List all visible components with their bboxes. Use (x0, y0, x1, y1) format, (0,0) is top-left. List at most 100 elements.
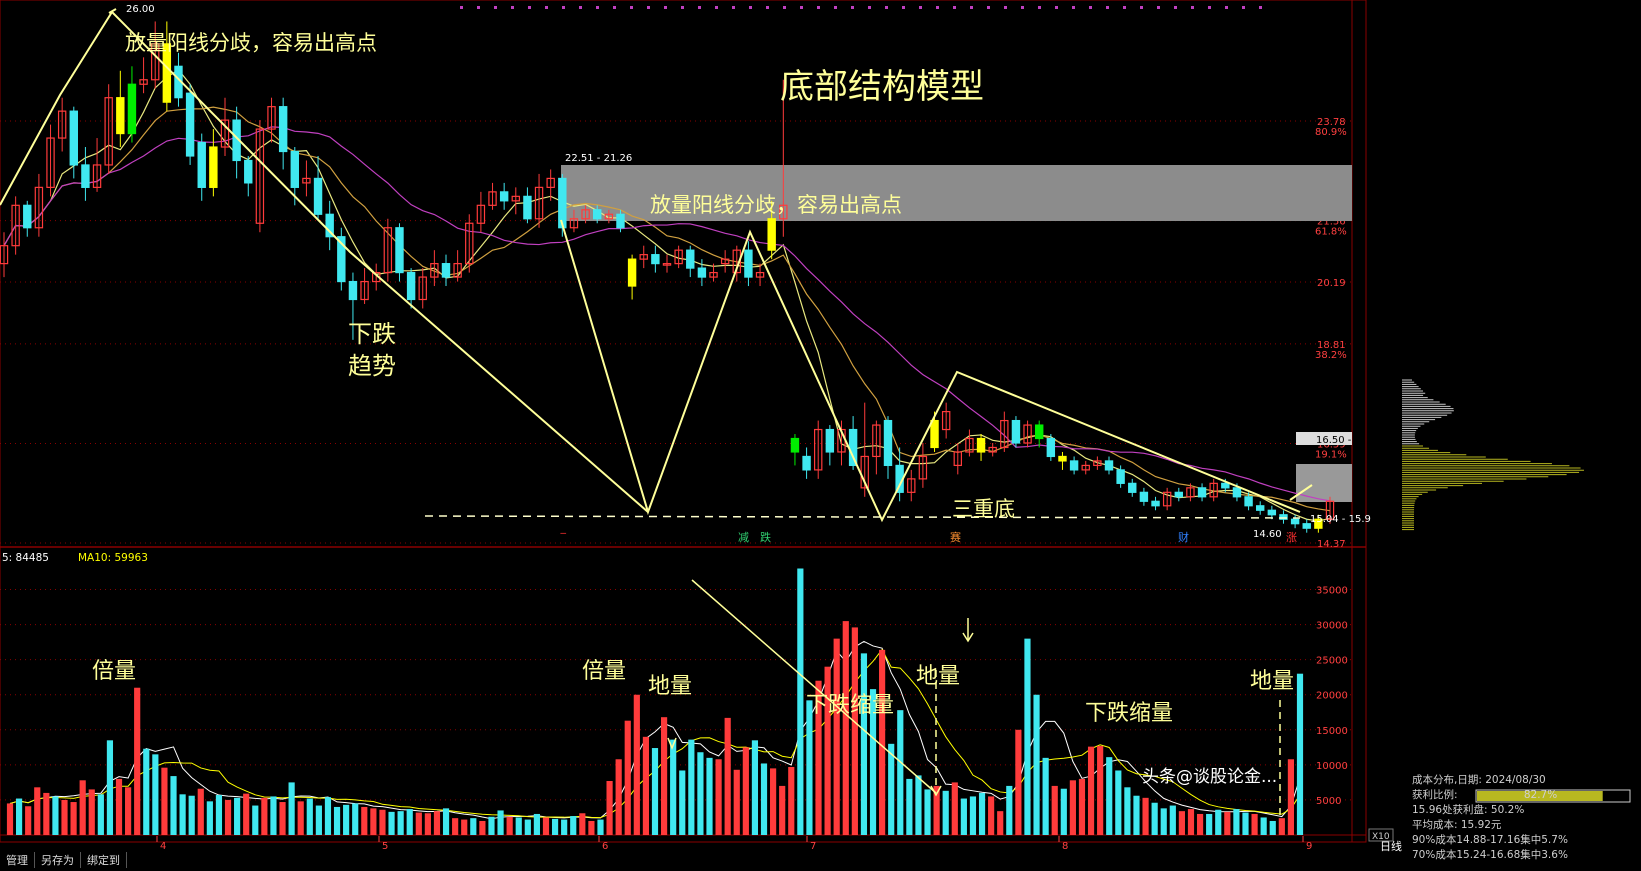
top-dot-marker (1191, 6, 1194, 9)
chip-distribution (1402, 379, 1584, 531)
volume-bar (224, 799, 232, 835)
volume-bar (542, 817, 550, 835)
manage-button[interactable]: 管理 (0, 852, 35, 868)
candle-body (988, 446, 997, 453)
candle-body (34, 186, 44, 229)
time-tick-label: 7 (810, 841, 816, 852)
save-as-button[interactable]: 另存为 (35, 852, 81, 868)
volume-bar (797, 568, 804, 835)
top-dot-marker (562, 6, 565, 9)
volume-bar (1142, 797, 1149, 835)
candle-body (244, 159, 253, 184)
candle-body (162, 43, 172, 103)
chip-info-avg-cost: 平均成本: 15.92元 (1412, 819, 1502, 831)
candle-body (1244, 496, 1253, 507)
top-dot-marker (817, 6, 820, 9)
event-marker[interactable]: ̅ (560, 533, 567, 534)
event-marker[interactable]: 财 (1178, 530, 1189, 544)
volume-bar (279, 802, 286, 835)
volume-bar (479, 820, 486, 835)
event-marker[interactable]: 涨 (1286, 531, 1297, 544)
candle-body (976, 437, 986, 453)
volume-bar (888, 743, 895, 835)
volume-bar (324, 797, 332, 835)
volume-bar (188, 795, 195, 835)
candle-body (872, 424, 881, 458)
price-pct-label: 19.1% (1315, 449, 1347, 460)
candle-body (57, 110, 67, 139)
chip-info-profit-at: 15.96处获利盘: 50.2% (1412, 804, 1525, 816)
downtrend-label-1: 下跌 (348, 320, 396, 348)
candle-body (1023, 424, 1032, 444)
volume-bar (206, 801, 213, 835)
volume-bar (1006, 785, 1013, 835)
volume-bar (1178, 811, 1185, 835)
volume-bar (1251, 813, 1258, 835)
event-marker[interactable]: 赛 (950, 530, 961, 544)
top-dot-marker (1072, 6, 1075, 9)
candle-body (488, 191, 497, 206)
volume-bar (842, 621, 849, 835)
period-label[interactable]: 日线 (1380, 839, 1402, 853)
top-dot-marker (715, 6, 718, 9)
volume-bar (760, 763, 768, 835)
top-dot-marker (613, 6, 616, 9)
candle-body (558, 177, 567, 229)
x10-label[interactable]: X10 (1372, 832, 1390, 842)
volume-bar (960, 798, 967, 835)
candle-body (1209, 482, 1218, 498)
volume-bar (742, 747, 749, 835)
candle-body (1151, 500, 1160, 507)
candle-body (11, 204, 20, 247)
candle-body (127, 83, 137, 135)
top-dot-marker (800, 6, 803, 9)
volume-bar (1269, 820, 1276, 835)
volume-bar (1097, 745, 1104, 835)
event-marker[interactable]: 减 (738, 531, 749, 544)
volume-bar (1233, 809, 1240, 835)
volume-shrink-line (691, 579, 937, 794)
candle-body (965, 437, 974, 453)
volume-bar (533, 813, 540, 835)
price-tick-label: 23.78 (1317, 117, 1346, 128)
resistance-zone (561, 165, 1352, 221)
candle-body (430, 263, 439, 278)
candle-body (453, 263, 462, 278)
x10-box (1368, 828, 1394, 842)
volume-ma10-label: MA10: 59963 (78, 552, 148, 564)
candle-body (732, 249, 741, 274)
candle-body (1069, 460, 1079, 471)
candle-body (441, 263, 451, 278)
top-dot-marker (749, 6, 752, 9)
volume-bar (978, 792, 986, 835)
volume-bar (924, 789, 931, 835)
chip-box-b-label: 15.04 - 15.9 (1310, 514, 1371, 525)
volume-bar (333, 806, 341, 835)
candle-body (23, 204, 32, 229)
candle-body (1314, 518, 1323, 529)
candle-body (802, 455, 811, 471)
profit-ratio-label: 获利比例: (1412, 789, 1458, 801)
top-dot-marker (698, 6, 701, 9)
volume-tick-label: 25000 (1316, 656, 1348, 667)
candle-body (1197, 487, 1207, 498)
volume-bar (951, 782, 958, 835)
volume-tick-label: 15000 (1316, 726, 1348, 737)
bind-to-button[interactable]: 绑定到 (81, 852, 127, 868)
candle-body (697, 267, 707, 278)
candle-body (1139, 491, 1149, 502)
divergence-label-mid: 放量阳线分歧，容易出高点 (650, 193, 902, 217)
event-marker[interactable]: 跌 (760, 530, 771, 544)
top-dot-marker (528, 6, 531, 9)
candle-body (1035, 424, 1044, 440)
top-dot-marker (970, 6, 973, 9)
top-dot-marker (630, 6, 633, 9)
volume-bar (1106, 757, 1113, 835)
top-dot-marker (1004, 6, 1007, 9)
volume-bar (988, 796, 995, 835)
volume-bar (1042, 757, 1049, 835)
volume-bar (615, 759, 622, 835)
volume-bar (52, 796, 59, 835)
